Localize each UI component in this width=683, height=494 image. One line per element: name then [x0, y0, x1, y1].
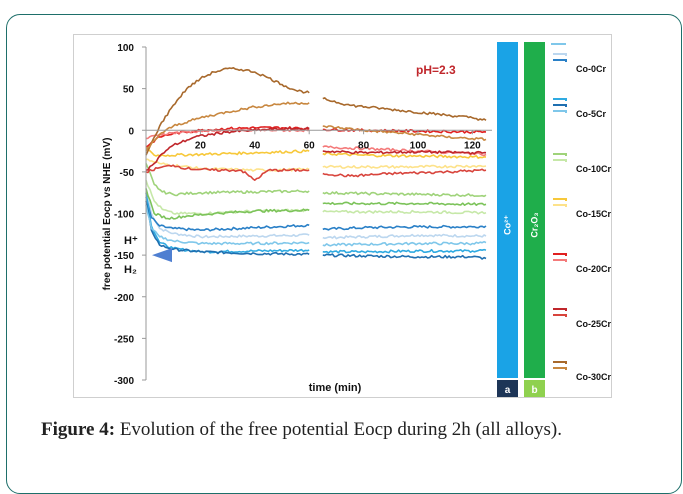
legend-swatch: [553, 204, 567, 207]
h-equilibrium-marker: [152, 248, 172, 263]
legend-label: Co-10Cr: [576, 164, 612, 174]
h-plus-label: H⁺: [124, 235, 138, 247]
legend-swatch: [553, 314, 567, 317]
series-line: [145, 200, 487, 260]
legend-swatch: [553, 259, 567, 262]
domain-bar: [497, 42, 518, 378]
series-line: [145, 188, 487, 220]
legend-swatch: [553, 53, 567, 56]
legend-label: Co-15Cr: [576, 209, 612, 219]
series-line: [145, 179, 487, 216]
legend-swatch: [553, 367, 567, 370]
legend-swatch: [553, 361, 567, 364]
x-tick-label: 80: [358, 140, 370, 151]
legend-swatch: [553, 104, 567, 107]
legend-label: Co-30Cr: [576, 372, 612, 382]
legend-label: Co-20Cr: [576, 264, 612, 274]
y-tick-label: -50: [120, 168, 135, 179]
series-line: [145, 146, 486, 159]
y-axis-label: free potential Eocp vs NHE (mV): [102, 138, 113, 291]
series-line: [145, 67, 487, 156]
x-axis-label: time (min): [309, 382, 362, 394]
domain-footer: [497, 380, 518, 397]
legend-layer: Co-0Cr Co-5Cr Co-10Cr Co-15Cr Co-20Cr Co-25Cr…: [551, 43, 612, 382]
x-tick-label: 20: [195, 140, 207, 151]
y-tick-label: -100: [114, 210, 134, 221]
h2-label: H₂: [124, 264, 137, 276]
x-tick-label: 100: [410, 140, 427, 151]
domain-bar: [524, 42, 545, 378]
series-line: [145, 196, 487, 232]
legend-swatch: [553, 98, 567, 101]
caption-label: Figure 4:: [41, 419, 116, 440]
legend-label: Co-25Cr: [576, 319, 612, 329]
ph-annotation: pH=2.3: [416, 63, 456, 77]
series-line: [145, 164, 487, 181]
x-tick-label: 60: [304, 140, 316, 151]
domain-footer: [524, 380, 545, 397]
legend-label: Co-5Cr: [576, 109, 606, 119]
y-tick-label: -300: [114, 376, 134, 387]
series-line: [145, 101, 487, 152]
caption-text: Evolution of the free potential Eocp dur…: [115, 419, 562, 440]
domain-label: Cr₂O₃: [530, 212, 540, 237]
y-tick-label: 0: [128, 126, 134, 137]
axis-layer: 100 50 0 -50 -100 -150 -200 -250 -300 20 40 60 80 100…: [114, 43, 492, 387]
series-line: [145, 163, 487, 198]
legend-swatch: [553, 153, 567, 156]
x-tick-label: 120: [464, 140, 481, 151]
domain-label: Co²⁺: [503, 215, 513, 235]
domain-footer-label: a: [505, 385, 511, 396]
figure-caption: Figure 4: Evolution of the free potentia…: [41, 416, 651, 443]
legend-swatch: [553, 59, 567, 62]
legend-swatch: [553, 159, 567, 162]
domain-layer: Co²⁺ a Cr₂O₃ b: [497, 42, 545, 397]
legend-label: Co-0Cr: [576, 64, 606, 74]
y-tick-label: -150: [114, 251, 134, 262]
series-line: [145, 126, 487, 171]
legend-swatch: [553, 253, 567, 256]
x-tick-label: 40: [249, 140, 261, 151]
legend-swatch: [553, 308, 567, 311]
series-line: [145, 205, 487, 247]
y-tick-label: 100: [117, 43, 134, 54]
y-tick-label: -200: [114, 293, 134, 304]
y-tick-label: 50: [123, 85, 135, 96]
legend-swatch: [553, 110, 567, 113]
legend-swatch: [553, 198, 567, 201]
series-layer: [145, 67, 487, 260]
series-line: [145, 188, 487, 240]
y-tick-label: -250: [114, 334, 134, 345]
domain-footer-label: b: [531, 385, 537, 396]
